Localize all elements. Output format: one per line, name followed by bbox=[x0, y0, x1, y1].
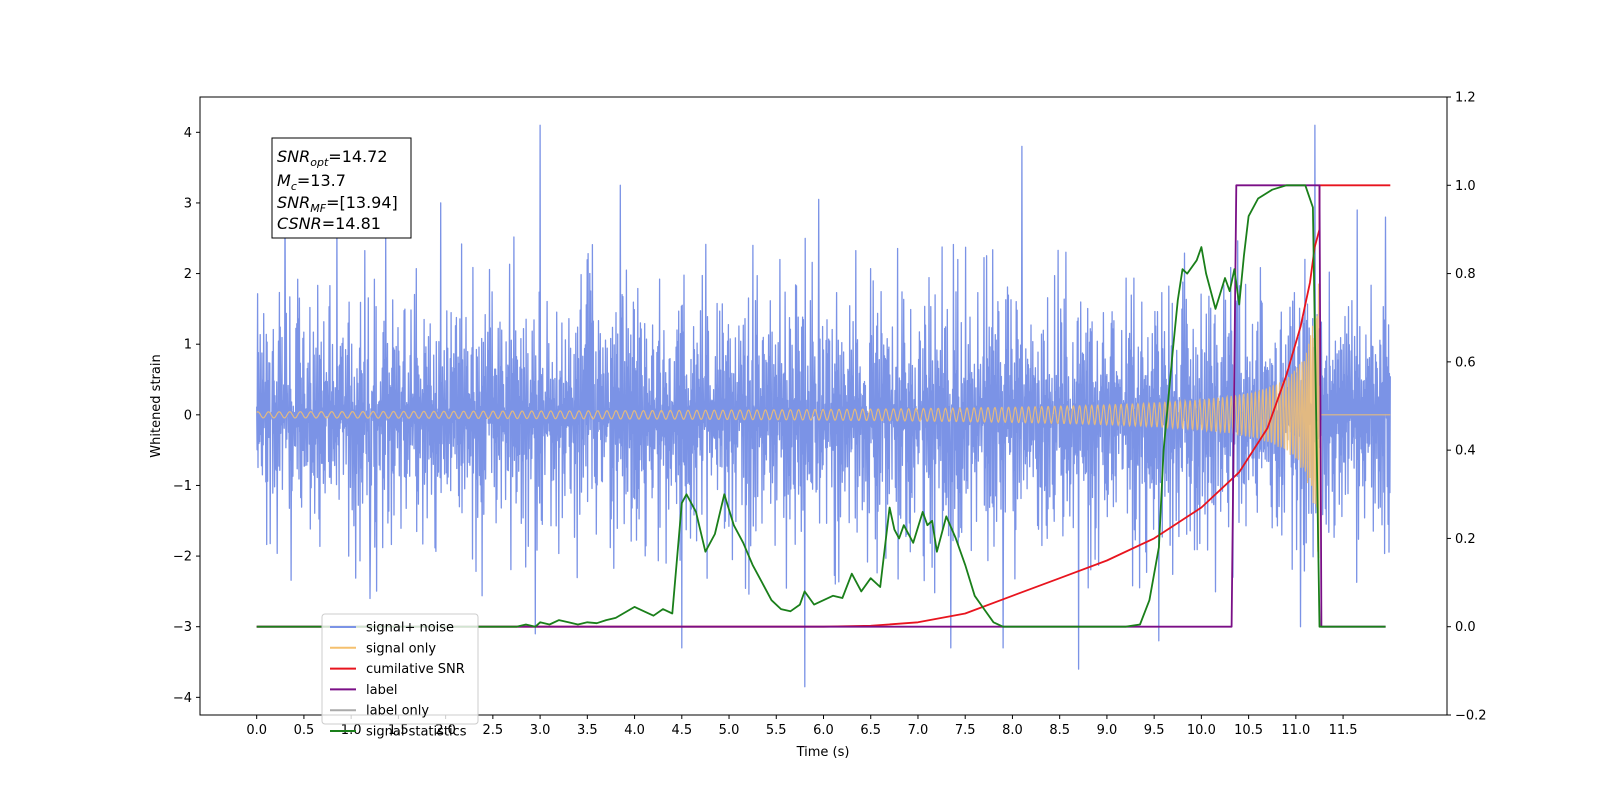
y-tick-label: 3 bbox=[184, 196, 192, 211]
series-cumilative-snr bbox=[256, 184, 1391, 628]
y2-tick-label: 0.8 bbox=[1455, 267, 1476, 282]
y-tick-label: −2 bbox=[173, 550, 192, 565]
x-tick-label: 4.5 bbox=[671, 723, 692, 738]
legend-label: label only bbox=[366, 704, 429, 719]
x-tick-label: 8.5 bbox=[1049, 723, 1070, 738]
x-tick-label: 10.5 bbox=[1234, 723, 1263, 738]
y2-tick-label: 1.2 bbox=[1455, 91, 1476, 106]
x-tick-label: 0.0 bbox=[246, 723, 267, 738]
y-tick-label: −1 bbox=[173, 479, 192, 494]
x-tick-label: 0.5 bbox=[294, 723, 315, 738]
y2-tick-label: 0.2 bbox=[1455, 532, 1476, 547]
y-tick-label: −3 bbox=[173, 620, 192, 635]
y-tick-label: −4 bbox=[173, 691, 192, 706]
y2-tick-label: 0.4 bbox=[1455, 444, 1476, 459]
x-tick-label: 3.0 bbox=[530, 723, 551, 738]
x-tick-label: 6.5 bbox=[860, 723, 881, 738]
y-tick-label: 2 bbox=[184, 267, 192, 282]
x-tick-label: 8.0 bbox=[1002, 723, 1023, 738]
annotation-box: SNRopt=14.72 Mc=13.7 SNRMF=[13.94] CSNR=… bbox=[271, 137, 412, 239]
legend: signal+ noise signal only cumilative SNR la… bbox=[321, 613, 479, 740]
annotation-snr-mf: SNRMF=[13.94] bbox=[277, 193, 398, 215]
series-signal-only bbox=[256, 283, 1391, 559]
x-tick-label: 9.5 bbox=[1144, 723, 1165, 738]
x-tick-label: 1.5 bbox=[388, 723, 409, 738]
x-tick-label: 10.0 bbox=[1187, 723, 1216, 738]
y-tick-label: 4 bbox=[184, 126, 192, 141]
series-signal-statistics bbox=[256, 184, 1386, 628]
series-signal-noise bbox=[256, 124, 1391, 688]
x-tick-label: 2.5 bbox=[483, 723, 504, 738]
x-tick-label: 9.0 bbox=[1097, 723, 1118, 738]
y2-tick-label: −0.2 bbox=[1455, 709, 1487, 724]
x-tick-label: 11.5 bbox=[1329, 723, 1358, 738]
x-tick-label: 6.0 bbox=[813, 723, 834, 738]
annotation-frame bbox=[271, 137, 412, 239]
x-axis-title: Time (s) bbox=[796, 745, 850, 760]
x-tick-label: 3.5 bbox=[577, 723, 598, 738]
axes-layer: 0.0 0.5 1.0 1.5 2.0 2.5 3.0 3.5 4.0 4.5 5.0 5.5 6.0 6… bbox=[173, 91, 1487, 739]
legend-label: cumilative SNR bbox=[366, 662, 465, 677]
x-tick-label: 5.5 bbox=[766, 723, 787, 738]
x-tick-label: 7.5 bbox=[955, 723, 976, 738]
y-tick-label: 0 bbox=[184, 408, 192, 423]
y2-tick-label: 1.0 bbox=[1455, 179, 1476, 194]
legend-label: signal+ noise bbox=[366, 621, 454, 636]
y2-tick-label: 0.0 bbox=[1455, 620, 1476, 635]
legend-label: label bbox=[366, 683, 397, 698]
y-axis-title: Whitened strain bbox=[149, 354, 164, 457]
x-tick-label: 7.0 bbox=[908, 723, 929, 738]
x-tick-label: 11.0 bbox=[1281, 723, 1310, 738]
x-tick-label: 2.0 bbox=[435, 723, 456, 738]
y2-tick-label: 0.6 bbox=[1455, 355, 1476, 370]
x-tick-label: 4.0 bbox=[624, 723, 645, 738]
plot-layer bbox=[256, 124, 1391, 688]
legend-label: signal statistics bbox=[366, 725, 467, 740]
legend-label: signal only bbox=[366, 641, 436, 656]
annotation-mc: Mc=13.7 bbox=[277, 171, 346, 193]
legend-frame bbox=[321, 613, 479, 725]
annotation-snr-opt: SNRopt=14.72 bbox=[277, 147, 388, 169]
x-tick-label: 5.0 bbox=[719, 723, 740, 738]
annotation-csnr: CSNR=14.81 bbox=[277, 214, 381, 233]
y-tick-label: 1 bbox=[184, 338, 192, 353]
